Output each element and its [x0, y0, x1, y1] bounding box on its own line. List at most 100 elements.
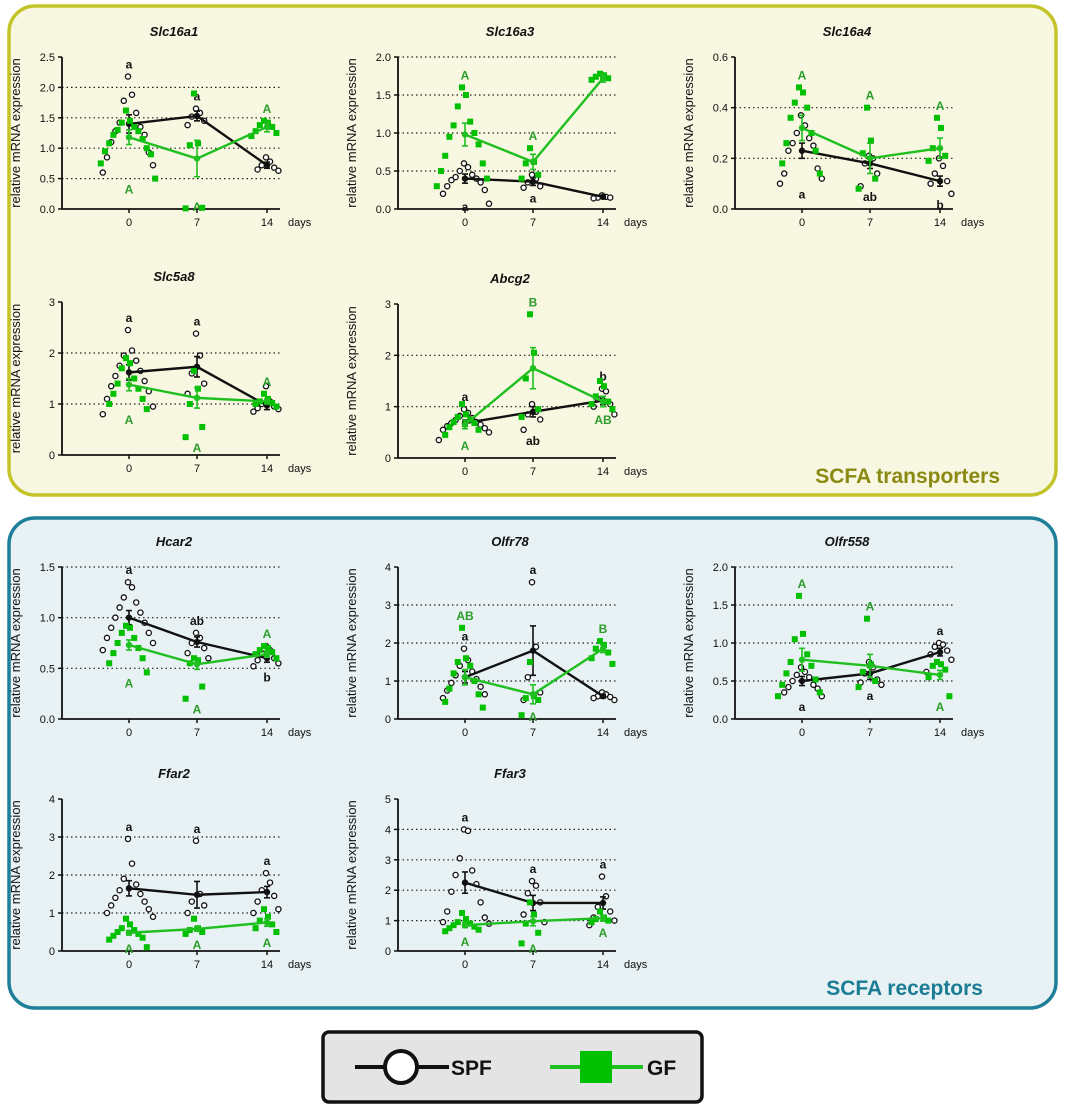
x-tick-label: 0 [462, 217, 468, 229]
data-point [804, 651, 811, 658]
data-point [475, 691, 482, 698]
series-gf: AA [433, 68, 612, 190]
data-point [261, 906, 267, 913]
data-point [450, 922, 457, 929]
data-point [107, 624, 115, 632]
data-point [139, 655, 146, 662]
x-tick-label: 7 [194, 959, 200, 971]
significance-letter: B [529, 295, 538, 309]
data-point [273, 655, 280, 662]
data-point [107, 382, 115, 390]
data-point [872, 175, 879, 182]
y-tick-label: 2 [49, 870, 55, 882]
data-point [131, 634, 138, 641]
data-point [143, 669, 150, 676]
data-point [925, 157, 932, 164]
mean-marker [936, 671, 944, 679]
mean-marker [866, 155, 874, 162]
data-point [873, 170, 881, 177]
data-point [590, 694, 597, 702]
data-point [103, 395, 111, 403]
mean-marker [193, 155, 201, 162]
y-tick-label: 5 [385, 794, 391, 806]
series-gf: A A A [442, 899, 612, 956]
data-point [254, 656, 261, 664]
data-point [182, 695, 189, 702]
x-tick-label: 7 [867, 727, 873, 739]
mean-marker [125, 929, 133, 936]
x-tick-label: 0 [126, 463, 132, 475]
data-point [248, 133, 255, 140]
data-point [450, 122, 457, 129]
data-point [116, 604, 123, 611]
mean-marker [125, 614, 133, 621]
data-point [102, 148, 108, 155]
x-tick-label: 14 [261, 959, 273, 971]
data-point [250, 909, 257, 917]
legend-spf-label: SPF [451, 1057, 492, 1080]
data-point [597, 908, 603, 915]
data-point [938, 661, 944, 668]
data-point [107, 902, 115, 909]
data-point [464, 163, 472, 171]
data-point [588, 76, 595, 83]
y-tick-label: 0.5 [376, 166, 391, 178]
mean-marker [529, 408, 537, 415]
y-tick-label: 2.0 [40, 82, 55, 94]
panel-title: Ffar2 [158, 766, 191, 781]
data-point [199, 929, 206, 935]
significance-letter: a [126, 57, 133, 71]
mean-marker [125, 134, 133, 141]
significance-letter: A [263, 627, 272, 641]
y-tick-label: 1 [49, 908, 55, 920]
data-point [606, 194, 614, 201]
data-point [804, 104, 811, 111]
y-axis-label: relative mRNA expression [8, 304, 23, 454]
data-point [518, 712, 525, 719]
mean-marker [263, 650, 271, 658]
data-point [481, 186, 489, 194]
significance-letter: A [193, 441, 202, 455]
data-point [855, 684, 862, 691]
x-tick-label: 0 [799, 727, 805, 739]
mean-marker [599, 193, 607, 201]
data-point [535, 697, 542, 703]
data-point [939, 162, 947, 170]
chart-slc5a8: Slc5a8 0 1 2 3 relative mRNA expression 0 7 14 da… [8, 269, 312, 475]
mean-marker [599, 75, 607, 82]
data-point [859, 150, 866, 157]
data-point [265, 913, 271, 920]
data-point [106, 401, 113, 407]
data-point [528, 578, 536, 586]
x-tick-label: 0 [462, 466, 468, 478]
data-point [934, 114, 940, 121]
data-point [184, 649, 191, 657]
data-point [939, 641, 947, 648]
mean-marker [461, 674, 469, 681]
mean-marker [798, 124, 806, 132]
panel-title: Olfr558 [825, 534, 871, 549]
mean-marker [529, 918, 537, 925]
data-point [931, 170, 939, 177]
data-point [443, 908, 451, 915]
y-axis-label: relative mRNA expression [8, 58, 23, 208]
chart-slc16a4: Slc16a4 0.0 0.2 0.4 0.6 relative mRNA express… [681, 24, 985, 229]
receptors-panel [7, 516, 1058, 1010]
y-tick-label: 1 [49, 399, 55, 411]
data-point [456, 167, 464, 175]
data-point [452, 173, 459, 181]
data-point [464, 827, 472, 835]
data-point [191, 655, 197, 662]
significance-letter: a [194, 315, 201, 329]
data-point [780, 689, 788, 696]
significance-letter: A [125, 183, 134, 197]
data-point [200, 380, 208, 387]
data-point [256, 122, 263, 129]
mean-marker [866, 662, 874, 669]
chart-olfr78: Olfr78 0 1 2 3 4 relative mRNA expression 0 7 14 d… [344, 534, 648, 739]
mean-marker [529, 691, 537, 698]
data-point [141, 377, 148, 385]
mean-marker [193, 925, 201, 933]
data-point [535, 171, 542, 178]
